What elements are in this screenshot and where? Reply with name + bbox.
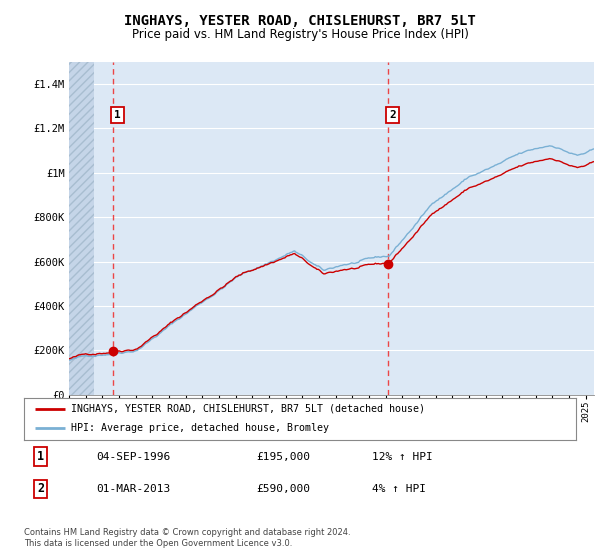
Text: 1: 1 (37, 450, 44, 463)
Text: 4% ↑ HPI: 4% ↑ HPI (372, 484, 426, 494)
Text: INGHAYS, YESTER ROAD, CHISLEHURST, BR7 5LT (detached house): INGHAYS, YESTER ROAD, CHISLEHURST, BR7 5… (71, 404, 425, 414)
Text: 12% ↑ HPI: 12% ↑ HPI (372, 451, 433, 461)
Text: HPI: Average price, detached house, Bromley: HPI: Average price, detached house, Brom… (71, 423, 329, 433)
Text: This data is licensed under the Open Government Licence v3.0.: This data is licensed under the Open Gov… (24, 539, 292, 548)
Text: 2: 2 (389, 110, 396, 120)
Text: 1: 1 (114, 110, 121, 120)
Text: INGHAYS, YESTER ROAD, CHISLEHURST, BR7 5LT: INGHAYS, YESTER ROAD, CHISLEHURST, BR7 5… (124, 14, 476, 28)
Text: Contains HM Land Registry data © Crown copyright and database right 2024.: Contains HM Land Registry data © Crown c… (24, 528, 350, 536)
Text: Price paid vs. HM Land Registry's House Price Index (HPI): Price paid vs. HM Land Registry's House … (131, 28, 469, 41)
Text: £195,000: £195,000 (256, 451, 310, 461)
Text: £590,000: £590,000 (256, 484, 310, 494)
Text: 01-MAR-2013: 01-MAR-2013 (96, 484, 170, 494)
Text: 04-SEP-1996: 04-SEP-1996 (96, 451, 170, 461)
Text: 2: 2 (37, 482, 44, 495)
